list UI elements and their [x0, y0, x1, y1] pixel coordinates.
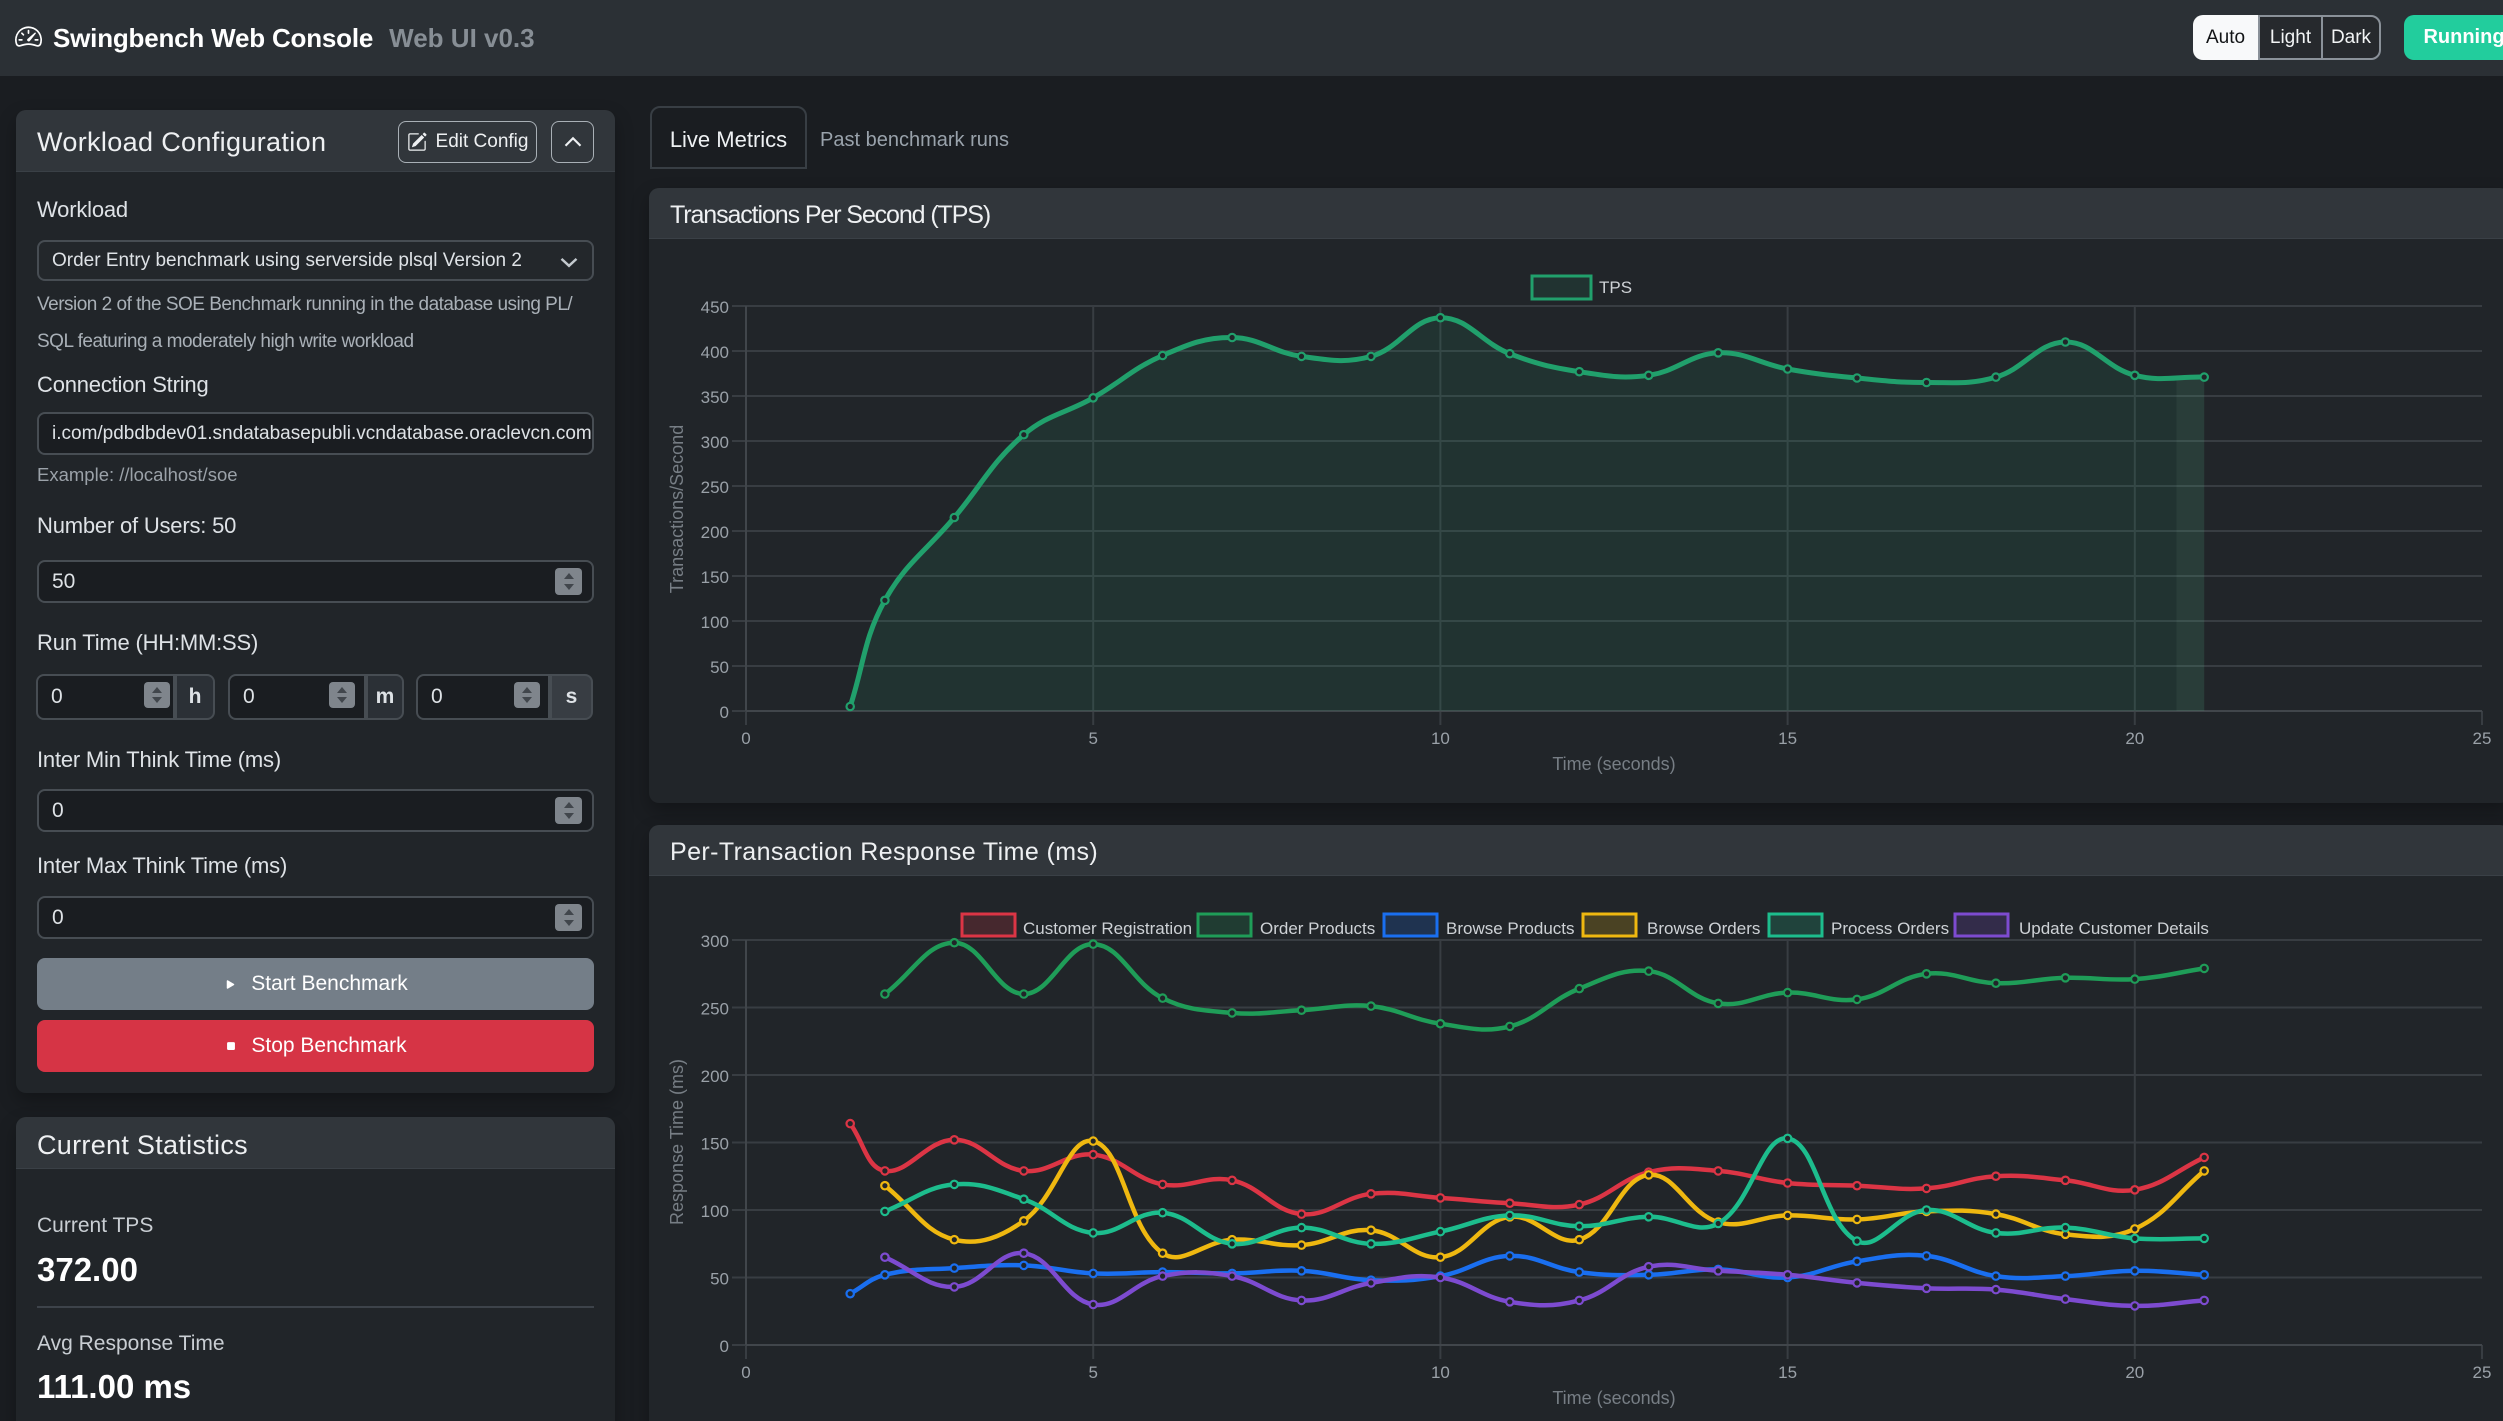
svg-text:0: 0: [741, 729, 750, 748]
svg-text:150: 150: [701, 1135, 729, 1154]
svg-text:350: 350: [701, 388, 729, 407]
svg-text:10: 10: [1431, 729, 1450, 748]
svg-text:Browse Products: Browse Products: [1446, 919, 1575, 938]
svg-text:Process Orders: Process Orders: [1831, 919, 1949, 938]
svg-text:300: 300: [701, 932, 729, 951]
svg-text:250: 250: [701, 1000, 729, 1019]
svg-text:Time (seconds): Time (seconds): [1552, 1388, 1675, 1408]
svg-text:20: 20: [2125, 729, 2144, 748]
svg-text:150: 150: [701, 568, 729, 587]
svg-text:0: 0: [741, 1363, 750, 1382]
svg-text:400: 400: [701, 343, 729, 362]
svg-text:20: 20: [2125, 1363, 2144, 1382]
svg-text:Update Customer Details: Update Customer Details: [2019, 919, 2209, 938]
svg-text:0: 0: [720, 703, 729, 722]
svg-text:Browse Orders: Browse Orders: [1647, 919, 1760, 938]
svg-text:25: 25: [2473, 1363, 2492, 1382]
svg-text:50: 50: [710, 658, 729, 677]
svg-text:TPS: TPS: [1599, 278, 1632, 297]
svg-text:Order Products: Order Products: [1260, 919, 1375, 938]
svg-text:100: 100: [701, 1202, 729, 1221]
svg-text:Response Time (ms): Response Time (ms): [667, 1059, 687, 1225]
svg-text:450: 450: [701, 298, 729, 317]
svg-text:50: 50: [710, 1270, 729, 1289]
svg-text:0: 0: [720, 1337, 729, 1356]
svg-text:5: 5: [1088, 1363, 1097, 1382]
svg-text:200: 200: [701, 523, 729, 542]
svg-text:15: 15: [1778, 1363, 1797, 1382]
svg-text:5: 5: [1088, 729, 1097, 748]
svg-text:100: 100: [701, 613, 729, 632]
svg-text:10: 10: [1431, 1363, 1450, 1382]
svg-text:200: 200: [701, 1067, 729, 1086]
svg-text:15: 15: [1778, 729, 1797, 748]
svg-text:Time (seconds): Time (seconds): [1552, 754, 1675, 774]
svg-text:Customer Registration: Customer Registration: [1023, 919, 1192, 938]
svg-text:300: 300: [701, 433, 729, 452]
svg-text:Transactions/Second: Transactions/Second: [667, 425, 687, 593]
svg-text:250: 250: [701, 478, 729, 497]
svg-text:25: 25: [2473, 729, 2492, 748]
